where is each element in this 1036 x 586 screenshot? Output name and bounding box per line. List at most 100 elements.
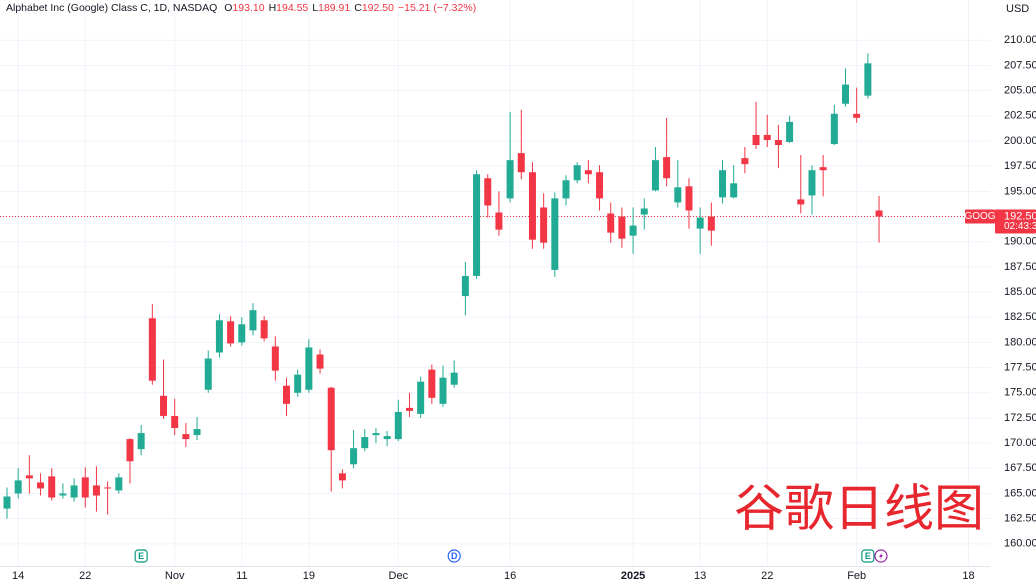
y-tick-label: 202.50 bbox=[1004, 110, 1036, 122]
candle-body bbox=[875, 210, 883, 217]
price-label-box bbox=[995, 209, 1036, 234]
legend-value: 193.10 bbox=[232, 2, 264, 14]
y-tick-label: 167.50 bbox=[1004, 462, 1036, 474]
y-tick-label: 170.00 bbox=[1004, 437, 1036, 449]
candle-body bbox=[540, 207, 548, 243]
candle-body bbox=[562, 180, 570, 199]
x-tick-label: 22 bbox=[761, 570, 773, 582]
candle-body bbox=[405, 407, 413, 411]
candle-body bbox=[338, 473, 346, 481]
candle-body bbox=[294, 374, 302, 393]
candle-body bbox=[830, 113, 838, 145]
x-tick-label: 22 bbox=[79, 570, 91, 582]
y-tick-label: 185.00 bbox=[1004, 286, 1036, 298]
candle-body bbox=[461, 275, 469, 297]
event-label: D bbox=[451, 551, 458, 561]
candle-body bbox=[327, 387, 335, 451]
event-label: E bbox=[138, 551, 144, 561]
candle-body bbox=[707, 216, 715, 231]
candle-body bbox=[819, 167, 827, 171]
candle-body bbox=[864, 63, 872, 96]
x-tick-label: Feb bbox=[847, 570, 866, 582]
candle-body bbox=[372, 433, 380, 436]
x-tick-label: 19 bbox=[303, 570, 315, 582]
candle-body bbox=[719, 170, 727, 198]
legend-value: 194.55 bbox=[276, 2, 308, 14]
candle-body bbox=[618, 216, 626, 239]
candle-body bbox=[394, 411, 402, 440]
x-tick-label: Nov bbox=[165, 570, 185, 582]
y-tick-label: 190.00 bbox=[1004, 236, 1036, 248]
candle-body bbox=[797, 199, 805, 205]
candle-body bbox=[148, 318, 156, 381]
candle-body bbox=[551, 198, 559, 270]
candle-body bbox=[383, 436, 391, 440]
candle-body bbox=[238, 324, 246, 343]
candle-body bbox=[808, 170, 816, 196]
candle-body bbox=[685, 186, 693, 211]
event-marker bbox=[134, 549, 148, 563]
watermark: 谷歌日线图 bbox=[734, 480, 984, 538]
candle-body bbox=[70, 485, 78, 498]
legend-value: 192.50 bbox=[362, 2, 394, 14]
candle-body bbox=[81, 477, 89, 498]
event-marker bbox=[861, 549, 875, 563]
candle-body bbox=[59, 493, 67, 496]
candle-body bbox=[283, 385, 290, 404]
x-tick-label: Dec bbox=[389, 570, 409, 582]
candle-body bbox=[361, 437, 369, 449]
candle-body bbox=[182, 434, 190, 440]
candle-body bbox=[730, 183, 738, 198]
y-tick-label: 197.50 bbox=[1004, 160, 1036, 172]
legend-change: −15.21 (−7.32%) bbox=[398, 2, 476, 14]
x-tick-label: 18 bbox=[962, 570, 974, 582]
candle-body bbox=[14, 480, 22, 494]
candle-body bbox=[651, 160, 659, 191]
legend-key: O bbox=[224, 2, 232, 14]
event-marker bbox=[447, 549, 461, 563]
candle-body bbox=[495, 212, 503, 230]
candle-body bbox=[160, 395, 168, 416]
legend-value: 189.91 bbox=[318, 2, 350, 14]
candle-body bbox=[37, 482, 45, 489]
candle-body bbox=[126, 439, 134, 462]
candle-body bbox=[439, 377, 447, 404]
currency: USD bbox=[1006, 3, 1029, 15]
x-tick-label: 2025 bbox=[621, 570, 645, 582]
candle-body bbox=[640, 208, 648, 215]
x-tick-label: 14 bbox=[12, 570, 24, 582]
candle-body bbox=[227, 321, 235, 344]
candle-body bbox=[517, 153, 525, 173]
candle-body bbox=[271, 346, 279, 371]
candle-body bbox=[473, 174, 481, 276]
y-tick-label: 165.00 bbox=[1004, 487, 1036, 499]
legend-key: L bbox=[312, 2, 318, 14]
y-tick-label: 195.00 bbox=[1004, 185, 1036, 197]
candle-body bbox=[584, 170, 592, 175]
x-tick-label: 13 bbox=[694, 570, 706, 582]
x-tick-label: 16 bbox=[504, 570, 516, 582]
candle-body bbox=[674, 187, 682, 203]
candle-body bbox=[305, 347, 313, 390]
candle-body bbox=[629, 225, 637, 236]
candle-body bbox=[193, 429, 201, 436]
candle-body bbox=[137, 433, 145, 450]
candle-body bbox=[249, 310, 257, 331]
candle-body bbox=[696, 217, 704, 229]
price-label: 192.50 bbox=[1004, 210, 1036, 222]
legend-key: C bbox=[354, 2, 362, 14]
candle-body bbox=[260, 320, 268, 339]
y-tick-label: 175.00 bbox=[1004, 387, 1036, 399]
candle-body bbox=[48, 476, 56, 498]
candle-body bbox=[3, 496, 11, 509]
y-tick-label: 180.00 bbox=[1004, 336, 1036, 348]
legend-title: Alphabet Inc (Google) Class C, 1D, NASDA… bbox=[6, 2, 217, 14]
legend-key: H bbox=[269, 2, 277, 14]
legend-header: Alphabet Inc (Google) Class C, 1D, NASDA… bbox=[6, 2, 476, 14]
candle-body bbox=[115, 477, 123, 491]
price-countdown: 02:43:3 bbox=[1004, 221, 1036, 232]
x-tick-label: 11 bbox=[236, 570, 247, 582]
candle-body bbox=[573, 165, 581, 181]
candle-body bbox=[428, 369, 436, 398]
